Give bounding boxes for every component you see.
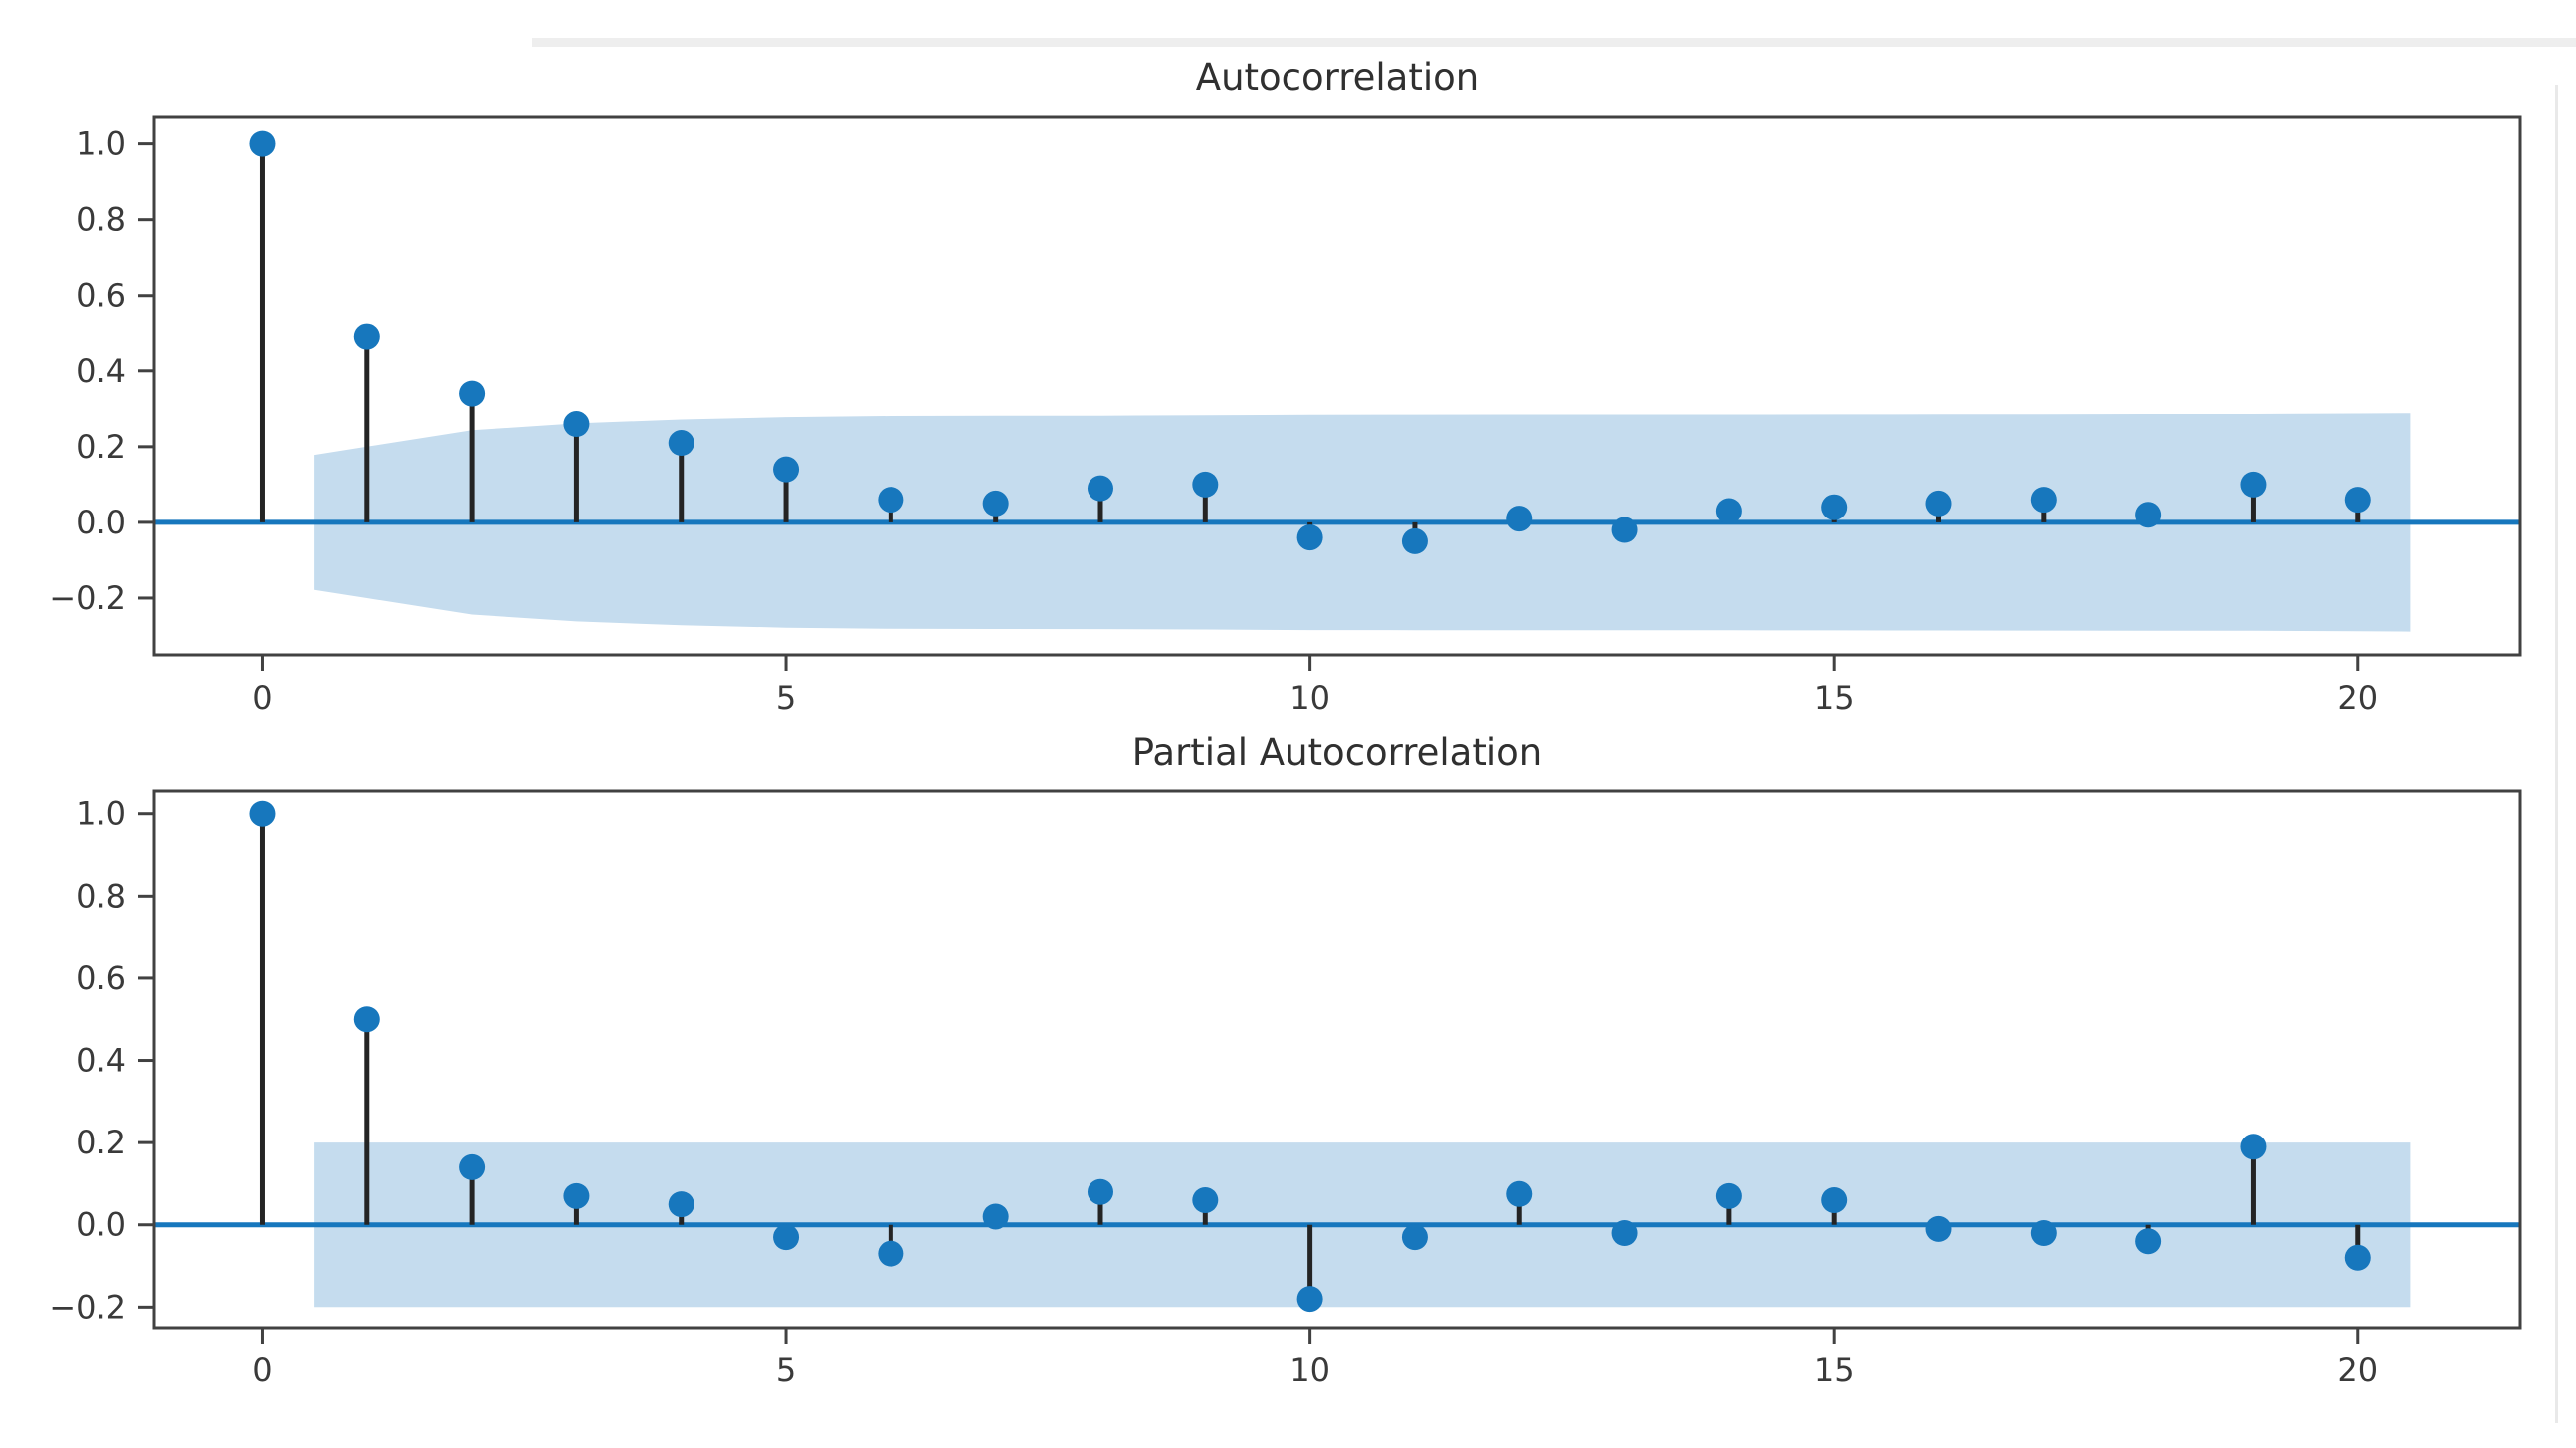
marker-lag-5 bbox=[773, 456, 800, 483]
x-tick-label: 0 bbox=[252, 1351, 272, 1389]
marker-lag-9 bbox=[1192, 1186, 1219, 1213]
pacf-chart-title: Partial Autocorrelation bbox=[1131, 731, 1543, 774]
y-tick-label: 1.0 bbox=[76, 795, 126, 833]
marker-lag-7 bbox=[982, 490, 1009, 517]
x-tick-label: 10 bbox=[1289, 679, 1330, 717]
marker-lag-6 bbox=[878, 487, 904, 514]
marker-lag-19 bbox=[2240, 1134, 2267, 1160]
x-tick-label: 10 bbox=[1289, 1351, 1330, 1389]
marker-lag-17 bbox=[2030, 1220, 2057, 1247]
marker-lag-2 bbox=[459, 1153, 486, 1180]
y-tick-label: 0.0 bbox=[76, 504, 126, 541]
marker-lag-2 bbox=[459, 380, 486, 407]
marker-lag-20 bbox=[2344, 1244, 2371, 1271]
y-tick-label: 0.2 bbox=[76, 428, 126, 466]
marker-lag-8 bbox=[1087, 1178, 1113, 1205]
marker-lag-8 bbox=[1087, 475, 1113, 502]
axes-frame bbox=[152, 115, 2522, 657]
marker-lag-11 bbox=[1401, 1224, 1428, 1251]
marker-lag-5 bbox=[773, 1224, 800, 1251]
marker-lag-12 bbox=[1506, 1180, 1533, 1207]
x-tick-label: 20 bbox=[2337, 679, 2378, 717]
x-tick-label: 20 bbox=[2337, 1351, 2378, 1389]
y-tick-label: −0.2 bbox=[49, 1288, 126, 1326]
acf-plot: 1.0 0.8 0.6 0.4 0.2 0.0 −0.2 0 5 10 15 20 bbox=[49, 115, 2522, 717]
y-tick-label: 0.8 bbox=[76, 877, 126, 915]
marker-lag-15 bbox=[1821, 494, 1848, 520]
marker-lag-3 bbox=[563, 411, 590, 438]
x-tick-label: 5 bbox=[776, 679, 796, 717]
marker-lag-4 bbox=[668, 1191, 694, 1218]
marker-lag-17 bbox=[2030, 487, 2057, 514]
window-edge-strip bbox=[532, 38, 2576, 47]
marker-lag-15 bbox=[1821, 1186, 1848, 1213]
marker-lag-13 bbox=[1611, 1220, 1638, 1247]
marker-lag-7 bbox=[982, 1203, 1009, 1230]
x-tick-label: 0 bbox=[252, 679, 272, 717]
marker-lag-14 bbox=[1715, 1182, 1742, 1209]
x-tick-label: 5 bbox=[776, 1351, 796, 1389]
marker-lag-1 bbox=[353, 323, 380, 350]
marker-lag-10 bbox=[1296, 1286, 1323, 1313]
marker-lag-10 bbox=[1296, 524, 1323, 551]
marker-lag-0 bbox=[249, 130, 276, 157]
marker-lag-14 bbox=[1715, 498, 1742, 524]
marker-lag-18 bbox=[2135, 1228, 2162, 1255]
acf-chart-title: Autocorrelation bbox=[1195, 56, 1480, 99]
marker-lag-3 bbox=[563, 1182, 590, 1209]
marker-lag-11 bbox=[1401, 527, 1428, 554]
marker-lag-6 bbox=[878, 1240, 904, 1267]
marker-lag-1 bbox=[353, 1006, 380, 1033]
y-tick-label: 0.0 bbox=[76, 1206, 126, 1244]
marker-lag-13 bbox=[1611, 517, 1638, 543]
y-tick-label: 0.2 bbox=[76, 1124, 126, 1161]
y-tick-label: −0.2 bbox=[49, 579, 126, 617]
x-tick-label: 15 bbox=[1814, 679, 1855, 717]
marker-lag-9 bbox=[1192, 471, 1219, 498]
marker-lag-0 bbox=[249, 800, 276, 827]
marker-lag-12 bbox=[1506, 506, 1533, 532]
pacf-plot: 1.0 0.8 0.6 0.4 0.2 0.0 −0.2 0 5 10 15 20 bbox=[49, 789, 2522, 1389]
x-tick-label: 15 bbox=[1814, 1351, 1855, 1389]
y-tick-label: 0.4 bbox=[76, 1042, 126, 1080]
y-tick-label: 0.4 bbox=[76, 352, 126, 390]
y-tick-label: 0.8 bbox=[76, 201, 126, 239]
marker-lag-4 bbox=[668, 430, 694, 457]
y-tick-label: 0.6 bbox=[76, 959, 126, 997]
marker-lag-20 bbox=[2344, 487, 2371, 514]
y-tick-label: 0.6 bbox=[76, 277, 126, 314]
marker-lag-16 bbox=[1925, 1215, 1952, 1242]
marker-lag-19 bbox=[2240, 471, 2267, 498]
y-tick-label: 1.0 bbox=[76, 125, 126, 163]
window-edge-line bbox=[2555, 85, 2558, 1423]
marker-lag-18 bbox=[2135, 502, 2162, 528]
marker-lag-16 bbox=[1925, 490, 1952, 517]
